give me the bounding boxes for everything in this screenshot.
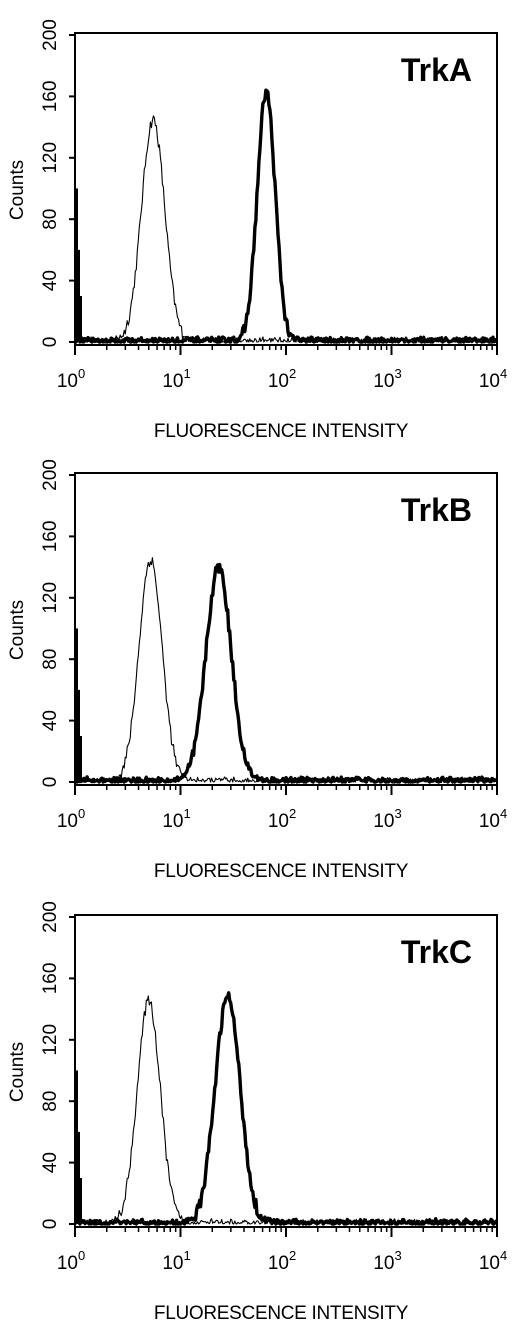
x-tick-label: 101 xyxy=(162,366,190,392)
x-tick-label: 102 xyxy=(268,1248,296,1274)
y-tick-label: 120 xyxy=(40,1024,61,1056)
x-tick-label: 100 xyxy=(57,366,85,392)
panel-title: TrkC xyxy=(401,934,472,970)
x-tick-label: 103 xyxy=(373,806,401,832)
histogram-series-thin xyxy=(76,115,496,343)
low-channel-spike xyxy=(76,188,82,342)
y-tick-label: 40 xyxy=(40,270,61,291)
x-tick-label: 101 xyxy=(162,806,190,832)
x-tick-label: 102 xyxy=(268,366,296,392)
x-tick-label: 100 xyxy=(57,806,85,832)
histogram-series-thick xyxy=(76,991,496,1226)
y-tick-label: 0 xyxy=(40,1219,61,1230)
y-tick-label: 0 xyxy=(40,337,61,348)
y-tick-label: 160 xyxy=(40,521,61,553)
y-tick-label: 40 xyxy=(40,1152,61,1173)
histogram-series-thick xyxy=(76,562,496,784)
x-axis-label: FLUORESCENCE INTENSITY xyxy=(154,861,409,882)
x-axis-label: FLUORESCENCE INTENSITY xyxy=(154,421,409,442)
histogram-series-thick xyxy=(76,88,496,344)
y-tick-label: 160 xyxy=(40,963,61,995)
low-channel-spike xyxy=(76,628,82,782)
panel-trkc: 0 40 80 120 160 200 100 101 102 103 104 Counts FLUOR… xyxy=(7,901,507,1322)
y-tick-label: 0 xyxy=(40,777,61,788)
panel-title: TrkB xyxy=(401,492,472,528)
y-tick-label: 80 xyxy=(40,649,61,670)
y-tick-label: 160 xyxy=(40,81,61,113)
y-tick-label: 80 xyxy=(40,1091,61,1112)
y-tick-label: 200 xyxy=(40,459,61,491)
x-tick-label: 102 xyxy=(268,806,296,832)
x-tick-label: 103 xyxy=(373,366,401,392)
y-tick-label: 120 xyxy=(40,582,61,614)
panel-trkb: 0 40 80 120 160 200 100 101 102 103 104 Counts FLUOR… xyxy=(7,459,507,882)
histogram-series-thin xyxy=(76,995,496,1225)
y-axis-label: Counts xyxy=(7,160,28,220)
low-channel-spike xyxy=(76,1070,82,1224)
y-tick-label: 200 xyxy=(40,901,61,933)
y-tick-label: 80 xyxy=(40,209,61,230)
y-axis-label: Counts xyxy=(7,600,28,660)
x-tick-label: 101 xyxy=(162,1248,190,1274)
y-axis-label: Counts xyxy=(7,1042,28,1102)
histogram-series-thin xyxy=(76,557,496,783)
panel-title: TrkA xyxy=(401,52,472,88)
x-tick-label: 103 xyxy=(373,1248,401,1274)
y-tick-label: 40 xyxy=(40,710,61,731)
x-tick-label: 104 xyxy=(479,806,507,832)
x-axis-label: FLUORESCENCE INTENSITY xyxy=(154,1303,409,1322)
y-tick-label: 200 xyxy=(40,19,61,51)
x-tick-label: 100 xyxy=(57,1248,85,1274)
y-tick-label: 120 xyxy=(40,142,61,174)
panel-trka: 0 40 80 120 160 200 100 101 102 103 104 Counts FLUOR… xyxy=(7,19,507,442)
x-tick-label: 104 xyxy=(479,1248,507,1274)
x-tick-label: 104 xyxy=(479,366,507,392)
